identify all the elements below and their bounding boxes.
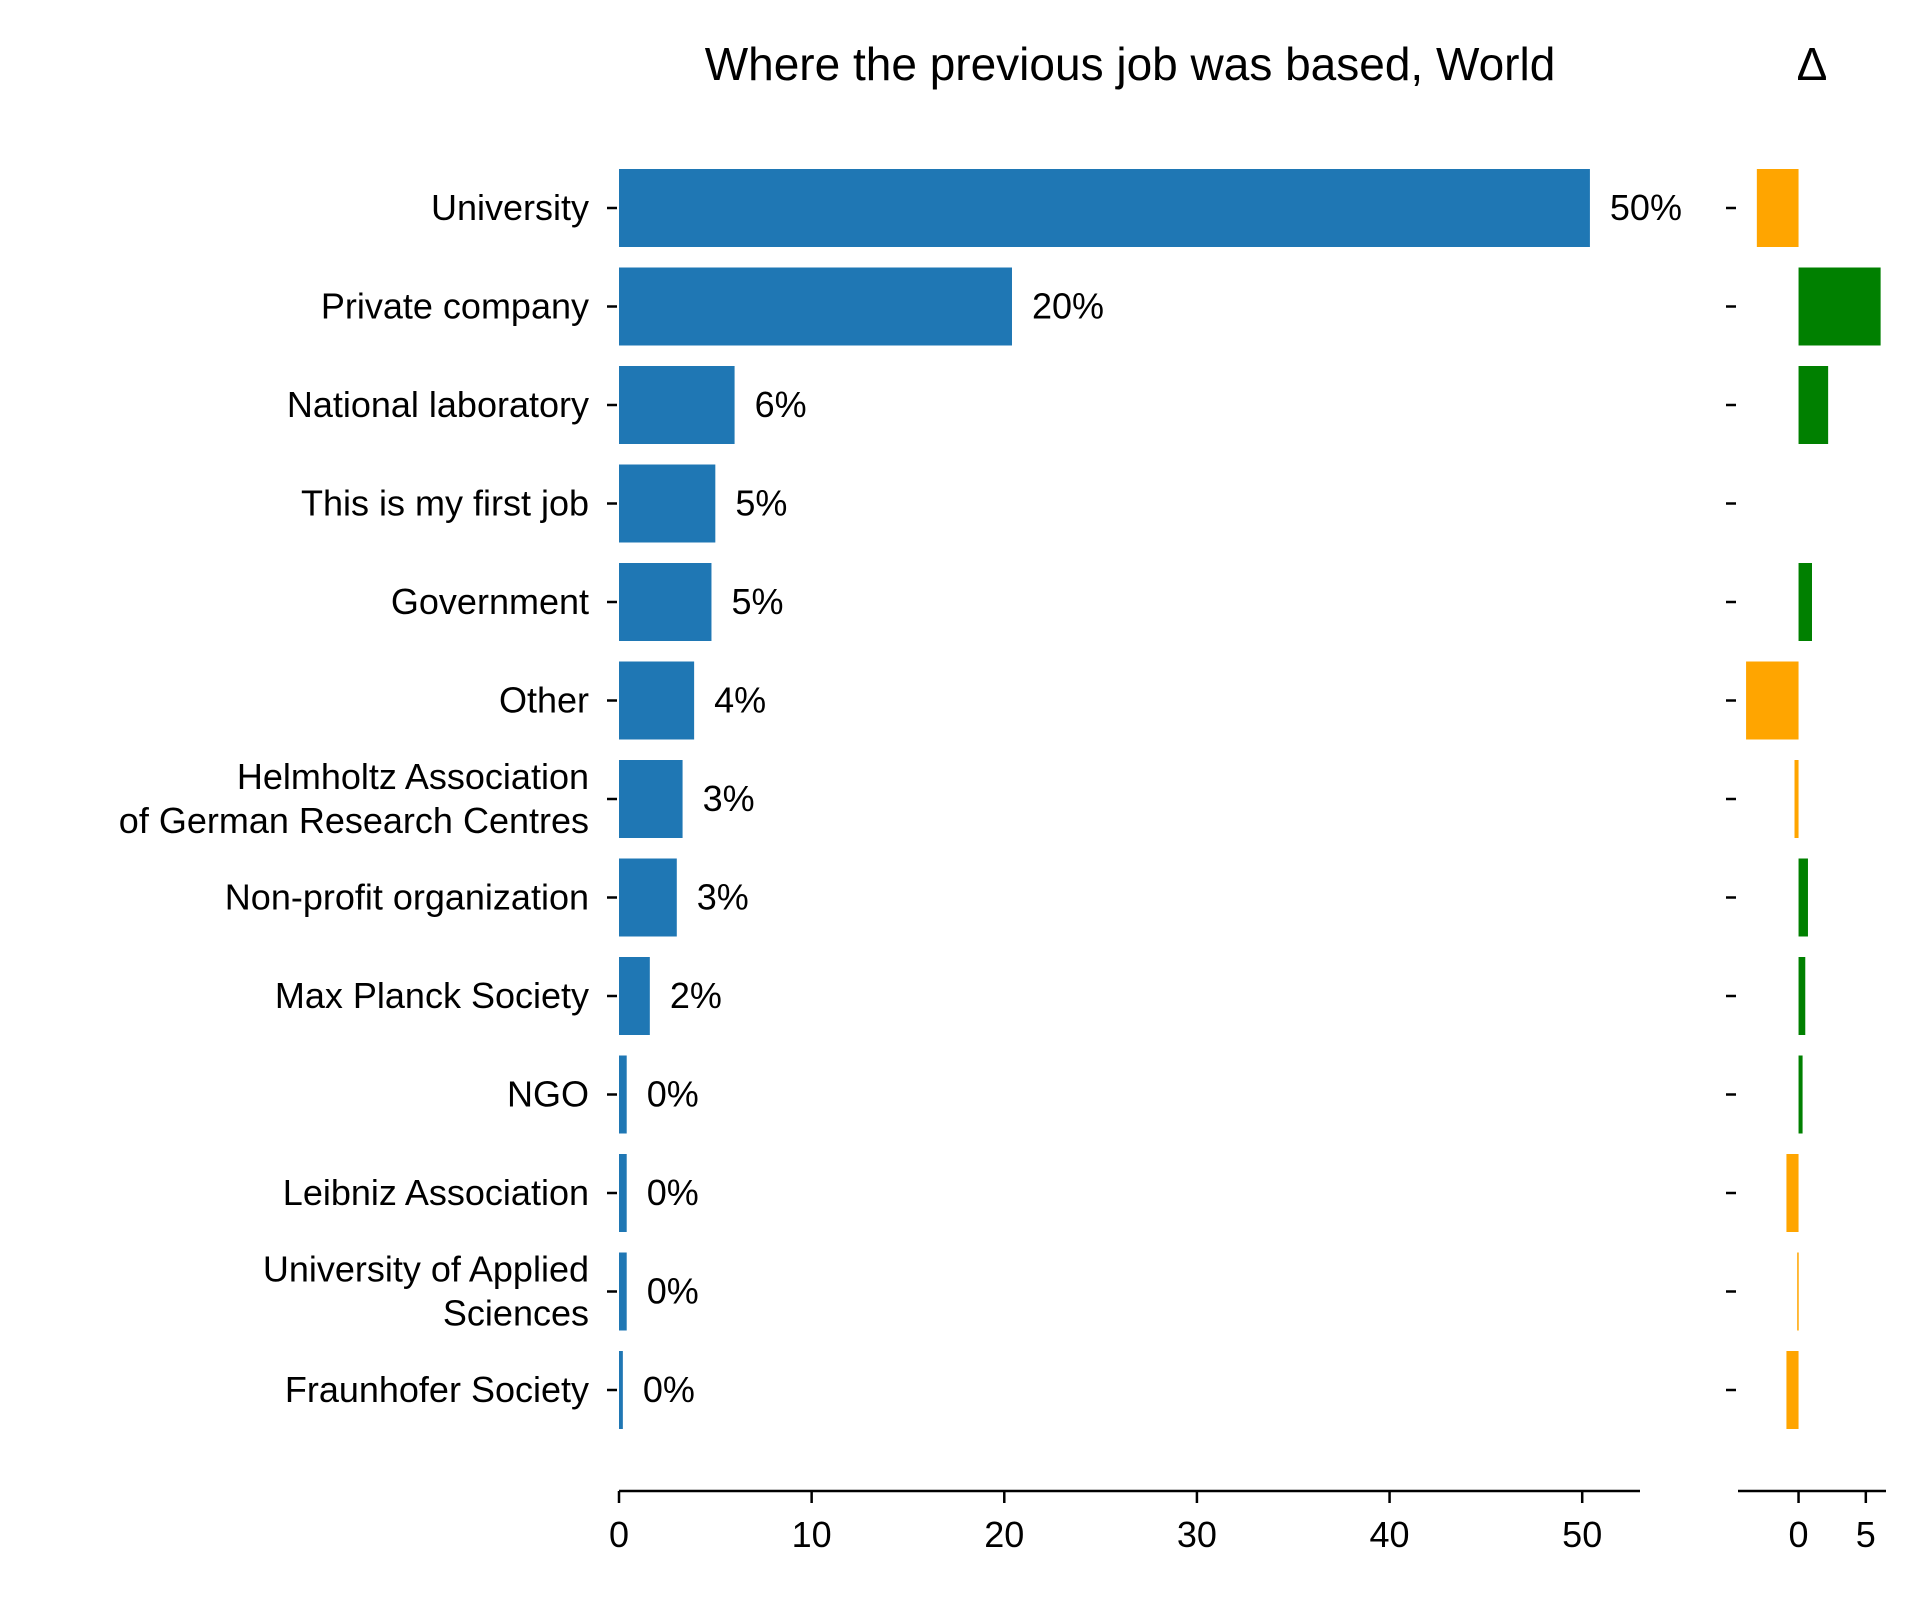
x-tick-label: 50 [1562,1514,1602,1555]
category-label: Helmholtz Association [237,756,589,797]
bar [619,661,695,740]
category-label: Non-profit organization [225,877,589,918]
value-label: 2% [670,975,722,1016]
category-label: This is my first job [301,483,589,524]
delta-bar [1797,1252,1799,1331]
category-label: Other [499,680,589,721]
bar [619,760,683,838]
category-label: of German Research Centres [119,800,589,841]
bar [619,1351,623,1429]
bar [619,563,712,641]
category-label: Leibniz Association [283,1172,589,1213]
value-label: 50% [1610,187,1682,228]
value-label: 0% [643,1369,695,1410]
value-label: 3% [697,877,749,918]
bar [619,366,735,444]
main-bar-chart: 50% University 20% Private company 6% Nationa… [119,169,1682,1555]
bar [619,464,716,543]
value-label: 0% [647,1074,699,1115]
x-tick-label: 30 [1177,1514,1217,1555]
bar [619,1154,627,1232]
bar [619,957,650,1035]
x-tick-label: 40 [1370,1514,1410,1555]
value-label: 6% [755,384,807,425]
category-label: Max Planck Society [275,975,589,1016]
x-tick-label: 0 [609,1514,629,1555]
delta-x-tick-label: 5 [1856,1514,1876,1555]
category-label: Government [391,581,589,622]
value-label: 5% [731,581,783,622]
bar [619,169,1590,247]
chart-title: Where the previous job was based, World [705,38,1556,90]
delta-x-tick-label: 0 [1789,1514,1809,1555]
delta-bar [1798,957,1806,1035]
delta-bar [1798,267,1881,346]
bar [619,858,677,937]
value-label: 20% [1032,286,1104,327]
delta-bar [1798,563,1812,641]
value-label: 0% [647,1172,699,1213]
category-label: National laboratory [287,384,589,425]
value-label: 0% [647,1271,699,1312]
value-label: 4% [714,680,766,721]
delta-bar [1798,858,1808,937]
delta-bar [1786,1154,1799,1232]
delta-bar [1786,1351,1799,1429]
delta-bar [1756,169,1799,247]
bar [619,1055,627,1134]
bar [619,267,1012,346]
x-tick-label: 10 [792,1514,832,1555]
x-tick-label: 20 [984,1514,1024,1555]
category-label: University [431,187,589,228]
delta-chart-title: Δ [1797,38,1828,90]
bar [619,1252,627,1331]
category-label: Sciences [443,1293,589,1334]
category-label: Private company [321,286,589,327]
value-label: 5% [735,483,787,524]
delta-bar [1798,1055,1803,1134]
delta-bar [1798,366,1829,444]
category-label: University of Applied [263,1249,589,1290]
category-label: NGO [507,1074,589,1115]
delta-bar [1746,661,1799,740]
category-label: Fraunhofer Society [285,1369,589,1410]
delta-bar [1794,760,1799,838]
value-label: 3% [703,778,755,819]
